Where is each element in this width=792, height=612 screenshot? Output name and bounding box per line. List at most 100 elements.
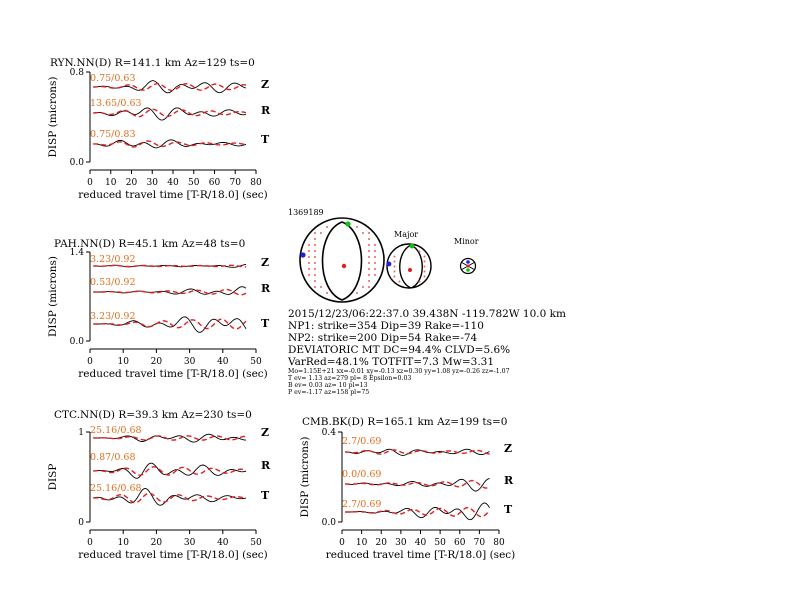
varred-line: VarRed=48.1% TOTFIT=7.3 Mw=3.31 xyxy=(287,356,494,368)
component-label: T xyxy=(261,489,270,502)
synthetic-trace-Z xyxy=(93,435,247,441)
polarity-dot xyxy=(423,275,426,278)
y-tick-label: 0.0 xyxy=(70,158,85,168)
polarity-dots-main xyxy=(308,226,376,294)
polarity-dot xyxy=(393,255,396,258)
ratio-label: 2.7/0.69 xyxy=(342,499,381,510)
polarity-dot xyxy=(368,250,370,252)
t-axis-line: T ev= 1.13 az=279 pl= 8 Epsilon=0.03 xyxy=(288,375,411,382)
x-tick-label: 20 xyxy=(151,538,163,548)
polarity-dot xyxy=(374,268,376,270)
polarity-dot xyxy=(356,226,358,228)
polarity-dot xyxy=(362,232,364,234)
y-axis-label: DISP (microns) xyxy=(47,76,59,157)
panel-1: RYN.NN(D) R=141.1 km Az=129 ts=0 0.0 0.8 0 1… xyxy=(47,57,271,201)
beachball-major xyxy=(386,243,432,289)
observed-trace-T xyxy=(93,139,247,149)
x-axis-label: reduced travel time [T-R/18.0] (sec) xyxy=(326,549,516,561)
polarity-dot xyxy=(362,286,364,288)
component-label: Z xyxy=(261,78,269,91)
synthetic-trace-Z xyxy=(93,82,247,92)
panel-title: CTC.NN(D) R=39.3 km Az=230 ts=0 xyxy=(54,409,252,421)
panel-title: CMB.BK(D) R=165.1 km Az=199 ts=0 xyxy=(302,416,507,428)
component-label: T xyxy=(261,133,270,146)
polarity-dot xyxy=(393,265,396,268)
polarity-dot xyxy=(320,286,322,288)
x-tick-label: 30 xyxy=(147,178,159,188)
polarity-dot xyxy=(308,250,310,252)
component-label: T xyxy=(504,503,513,516)
polarity-dot xyxy=(368,262,370,264)
x-tick-label: 40 xyxy=(217,538,229,548)
polarity-dot xyxy=(308,244,310,246)
y-axis-label: DISP xyxy=(47,464,59,491)
x-tick-label: 20 xyxy=(376,538,388,548)
polarity-dot xyxy=(314,268,316,270)
synthetic-trace-R xyxy=(93,108,247,118)
p-axis-marker-minor xyxy=(466,264,470,268)
x-tick-label: 10 xyxy=(117,538,129,548)
x-tick-label: 0 xyxy=(87,538,93,548)
y-tick-label: 0.0 xyxy=(70,337,85,347)
ratio-label: 0.0/0.69 xyxy=(342,469,381,480)
polarity-dot xyxy=(356,292,358,294)
ratio-label: 25.16/0.68 xyxy=(90,425,142,436)
synthetic-trace-R xyxy=(93,288,247,296)
p-axis-marker xyxy=(341,263,347,269)
nodal-plane-major xyxy=(399,244,423,289)
polarity-dot xyxy=(423,265,426,268)
x-tick-label: 30 xyxy=(184,538,196,548)
deviatoric-line: DEVIATORIC MT DC=94.4% CLVD=5.6% xyxy=(288,344,510,356)
polarity-dot xyxy=(326,226,328,228)
x-tick-label: 40 xyxy=(217,357,229,367)
ratio-label: 2.7/0.69 xyxy=(342,436,381,447)
polarity-dot xyxy=(374,244,376,246)
polarity-dot xyxy=(374,262,376,264)
polarity-dot xyxy=(418,280,421,283)
synthetic-trace-T xyxy=(93,140,247,148)
polarity-dot xyxy=(368,232,370,234)
polarity-dot xyxy=(368,238,370,240)
component-label: R xyxy=(504,474,514,487)
ratio-label: 0.75/0.63 xyxy=(90,73,136,84)
x-tick-label: 70 xyxy=(474,538,486,548)
polarity-dot xyxy=(368,256,370,258)
t-axis-marker-minor xyxy=(466,260,470,264)
y-axis-label: DISP (microns) xyxy=(47,256,59,337)
x-axis-label: reduced travel time [T-R/18.0] (sec) xyxy=(78,189,268,201)
synthetic-trace-Z xyxy=(93,264,246,268)
nodal-plane-main xyxy=(321,221,363,301)
x-tick-label: 20 xyxy=(151,357,163,367)
panel-2: PAH.NN(D) R=45.1 km Az=48 ts=0 0.0 1.4 0 10 2… xyxy=(47,238,271,380)
polarity-dot xyxy=(308,274,310,276)
polarity-dot xyxy=(368,286,370,288)
p-axis-marker-major xyxy=(408,268,412,272)
origin-line: 2015/12/23/06:22:37.0 39.438N -119.782W … xyxy=(288,308,566,320)
ratio-label: 0.75/0.83 xyxy=(90,129,136,140)
polarity-dot xyxy=(320,232,322,234)
x-tick-label: 50 xyxy=(188,178,200,188)
polarity-dot xyxy=(393,260,396,263)
x-tick-label: 0 xyxy=(87,178,93,188)
x-tick-label: 60 xyxy=(454,538,466,548)
waveform-panels: RYN.NN(D) R=141.1 km Az=129 ts=0 0.0 0.8 0 1… xyxy=(47,57,515,561)
np2-line: NP2: strike=200 Dip=54 Rake=-74 xyxy=(288,332,478,344)
polarity-dot xyxy=(423,255,426,258)
polarity-dot xyxy=(314,244,316,246)
polarity-dot xyxy=(418,250,421,253)
t-axis-marker xyxy=(300,252,306,258)
ratio-label: 0.53/0.92 xyxy=(90,277,136,288)
moment-tensor-line: Mo=1.15E+21 xx=-0.01 xy=-0.13 xz=0.30 yy… xyxy=(288,368,510,375)
x-tick-label: 40 xyxy=(415,538,427,548)
polarity-dot xyxy=(374,250,376,252)
ratio-label: 3.23/0.92 xyxy=(90,254,136,265)
component-label: Z xyxy=(261,256,269,269)
x-tick-label: 10 xyxy=(356,538,368,548)
ratio-label: 25.16/0.68 xyxy=(90,483,142,494)
component-label: R xyxy=(261,104,271,117)
y-axis-label: DISP (microns) xyxy=(299,436,311,517)
y-tick-label: 0.0 xyxy=(322,518,337,528)
polarity-dot xyxy=(308,268,310,270)
focal-mechanism: 1369189 Major Minor 2015/12/23/06:22:37 xyxy=(287,208,566,396)
